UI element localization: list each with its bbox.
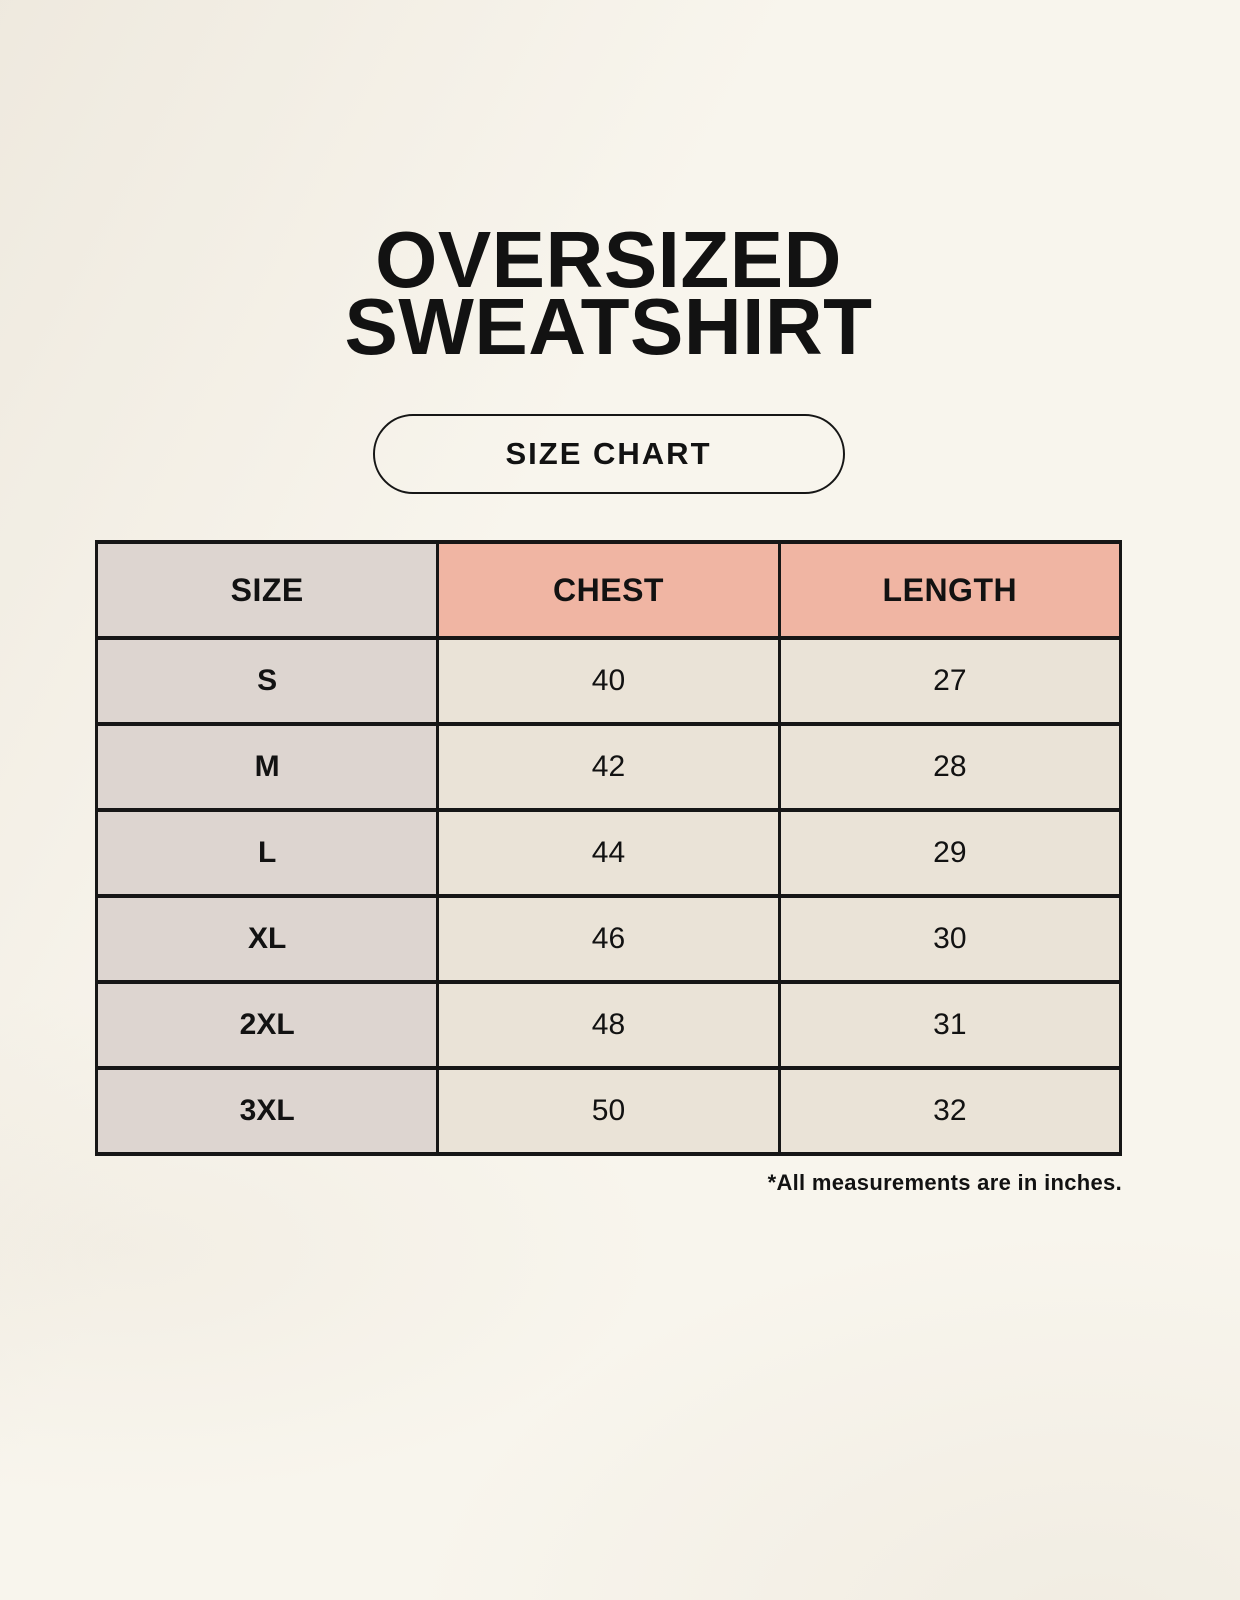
measurement-value: 29 — [777, 808, 1123, 899]
measurements-footnote: *All measurements are in inches. — [767, 1170, 1122, 1196]
measurement-value: 28 — [777, 722, 1123, 813]
measurement-value: 50 — [436, 1066, 781, 1157]
measurement-value: 27 — [777, 636, 1123, 727]
size-chart-button[interactable]: SIZE CHART — [372, 414, 845, 495]
size-label: XL — [94, 894, 440, 985]
table-row: 3XL 50 32 — [94, 1066, 1123, 1157]
table-header-row: SIZE CHEST LENGTH — [94, 540, 1123, 641]
size-label: 2XL — [94, 980, 440, 1071]
page: OVERSIZED SWEATSHIRT SIZE CHART SIZE CHES… — [94, 0, 1123, 1196]
measurement-value: 44 — [436, 808, 781, 899]
page-title-line2: SWEATSHIRT — [344, 282, 873, 372]
page-title-line1: OVERSIZED — [375, 215, 842, 304]
size-label: S — [94, 636, 440, 727]
table-row: M 42 28 — [94, 722, 1123, 813]
measurement-value: 48 — [436, 980, 781, 1071]
measurement-value: 42 — [436, 722, 781, 813]
size-label: 3XL — [94, 1066, 440, 1157]
measurement-value: 30 — [777, 894, 1123, 985]
table-row: S 40 27 — [94, 636, 1123, 727]
table-row: XL 46 30 — [94, 894, 1123, 985]
page-title: OVERSIZED SWEATSHIRT — [95, 215, 1122, 372]
column-header-length: LENGTH — [777, 540, 1123, 641]
size-label: M — [94, 722, 440, 813]
table-row: L 44 29 — [94, 808, 1123, 899]
measurement-value: 31 — [777, 980, 1123, 1071]
table-row: 2XL 48 31 — [94, 980, 1123, 1071]
measurement-value: 40 — [436, 636, 781, 727]
size-label: L — [94, 808, 440, 899]
column-header-size: SIZE — [94, 540, 440, 641]
column-header-chest: CHEST — [436, 540, 781, 641]
measurement-value: 46 — [436, 894, 781, 985]
measurement-value: 32 — [777, 1066, 1123, 1157]
size-chart-table: SIZE CHEST LENGTH S 40 27 M 42 28 L 44 29 XL 46 30 2XL… — [94, 540, 1123, 1157]
